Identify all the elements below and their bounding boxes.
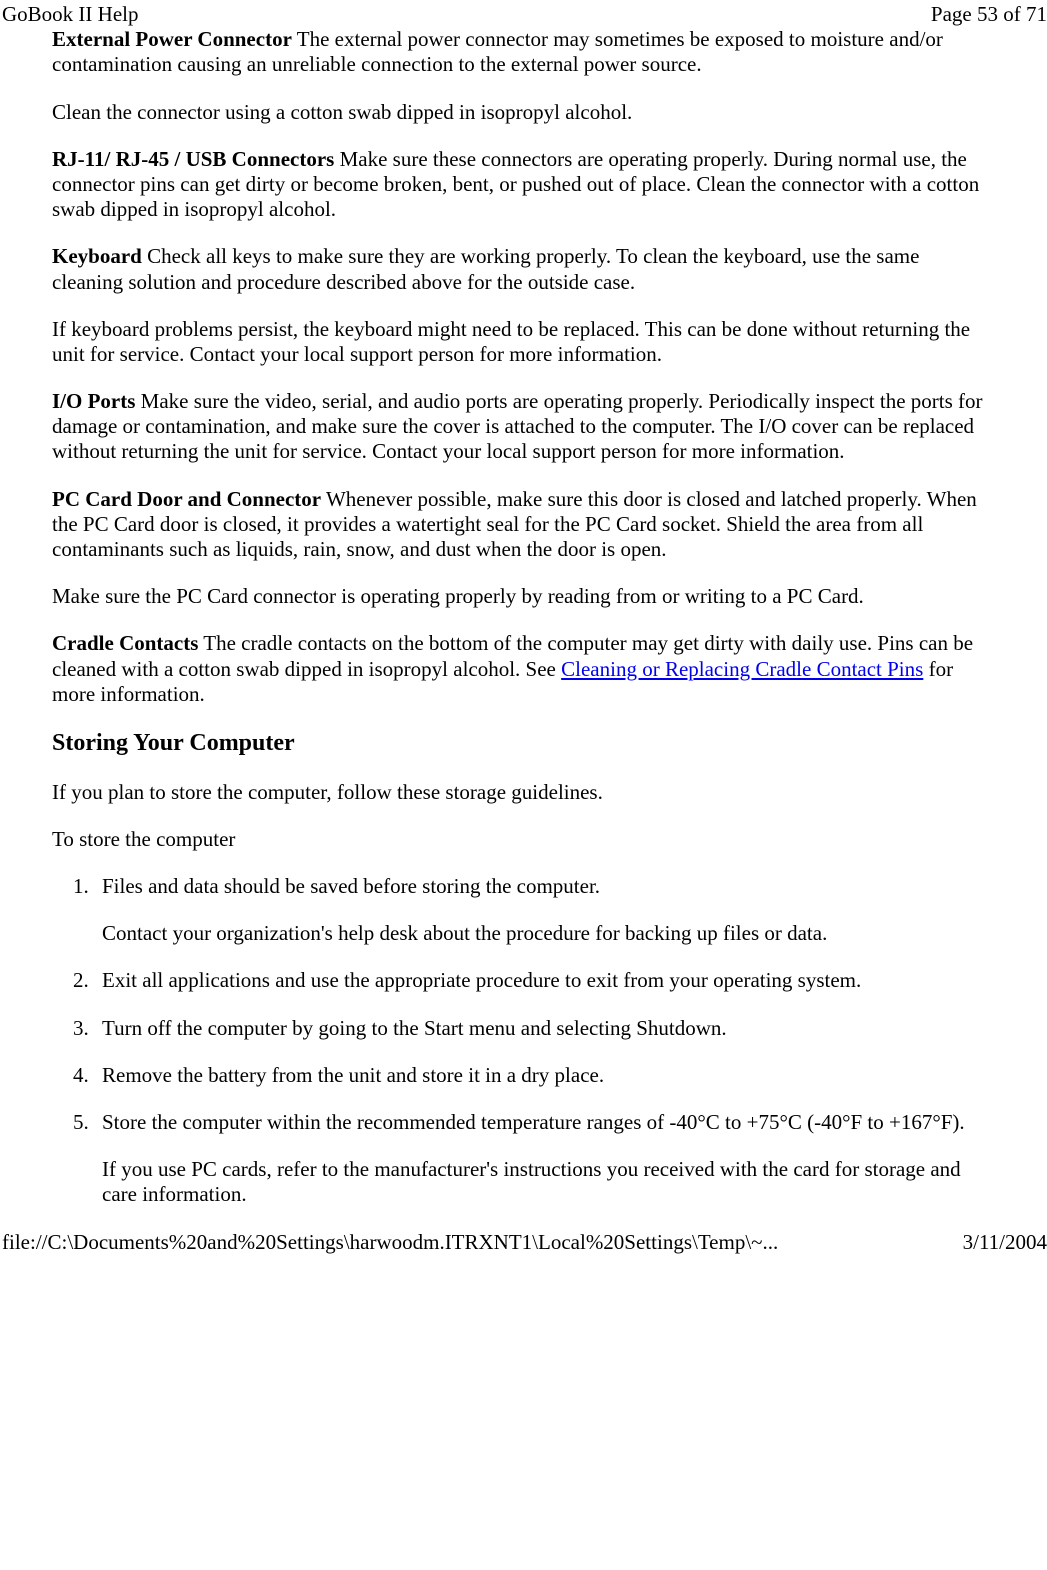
para-cradle: Cradle Contacts The cradle contacts on t…: [52, 631, 995, 707]
para-keyboard: Keyboard Check all keys to make sure the…: [52, 244, 995, 294]
para-pc-card-check: Make sure the PC Card connector is opera…: [52, 584, 995, 609]
lead-cradle: Cradle Contacts: [52, 631, 198, 655]
lead-keyboard: Keyboard: [52, 244, 142, 268]
body-keyboard: Check all keys to make sure they are wor…: [52, 244, 919, 293]
heading-storing: Storing Your Computer: [52, 729, 995, 758]
para-external-power-clean: Clean the connector using a cotton swab …: [52, 100, 995, 125]
step-2: Exit all applications and use the approp…: [94, 968, 995, 993]
step-1-text: Files and data should be saved before st…: [102, 874, 600, 898]
para-pc-card: PC Card Door and Connector Whenever poss…: [52, 487, 995, 563]
link-cleaning-cradle[interactable]: Cleaning or Replacing Cradle Contact Pin…: [561, 657, 923, 681]
step-5-text: Store the computer within the recommende…: [102, 1110, 965, 1134]
step-5: Store the computer within the recommende…: [94, 1110, 995, 1208]
para-io-ports: I/O Ports Make sure the video, serial, a…: [52, 389, 995, 465]
step-4: Remove the battery from the unit and sto…: [94, 1063, 995, 1088]
para-external-power: External Power Connector The external po…: [52, 27, 995, 77]
footer-date: 3/11/2004: [963, 1230, 1047, 1255]
step-1b-text: Contact your organization's help desk ab…: [102, 921, 995, 946]
step-5b-text: If you use PC cards, refer to the manufa…: [102, 1157, 995, 1207]
storing-steps: Files and data should be saved before st…: [52, 874, 995, 1208]
para-storing-intro: If you plan to store the computer, follo…: [52, 780, 995, 805]
page-indicator: Page 53 of 71: [931, 2, 1047, 27]
para-storing-sub: To store the computer: [52, 827, 995, 852]
para-rj: RJ-11/ RJ-45 / USB Connectors Make sure …: [52, 147, 995, 223]
step-1: Files and data should be saved before st…: [94, 874, 995, 946]
step-3: Turn off the computer by going to the St…: [94, 1016, 995, 1041]
para-keyboard-persist: If keyboard problems persist, the keyboa…: [52, 317, 995, 367]
lead-pc-card: PC Card Door and Connector: [52, 487, 321, 511]
footer-path: file://C:\Documents%20and%20Settings\har…: [0, 1230, 778, 1255]
lead-external-power: External Power Connector: [52, 27, 292, 51]
lead-rj: RJ-11/ RJ-45 / USB Connectors: [52, 147, 334, 171]
body-io-ports: Make sure the video, serial, and audio p…: [52, 389, 983, 463]
doc-title: GoBook II Help: [0, 2, 138, 27]
lead-io-ports: I/O Ports: [52, 389, 135, 413]
